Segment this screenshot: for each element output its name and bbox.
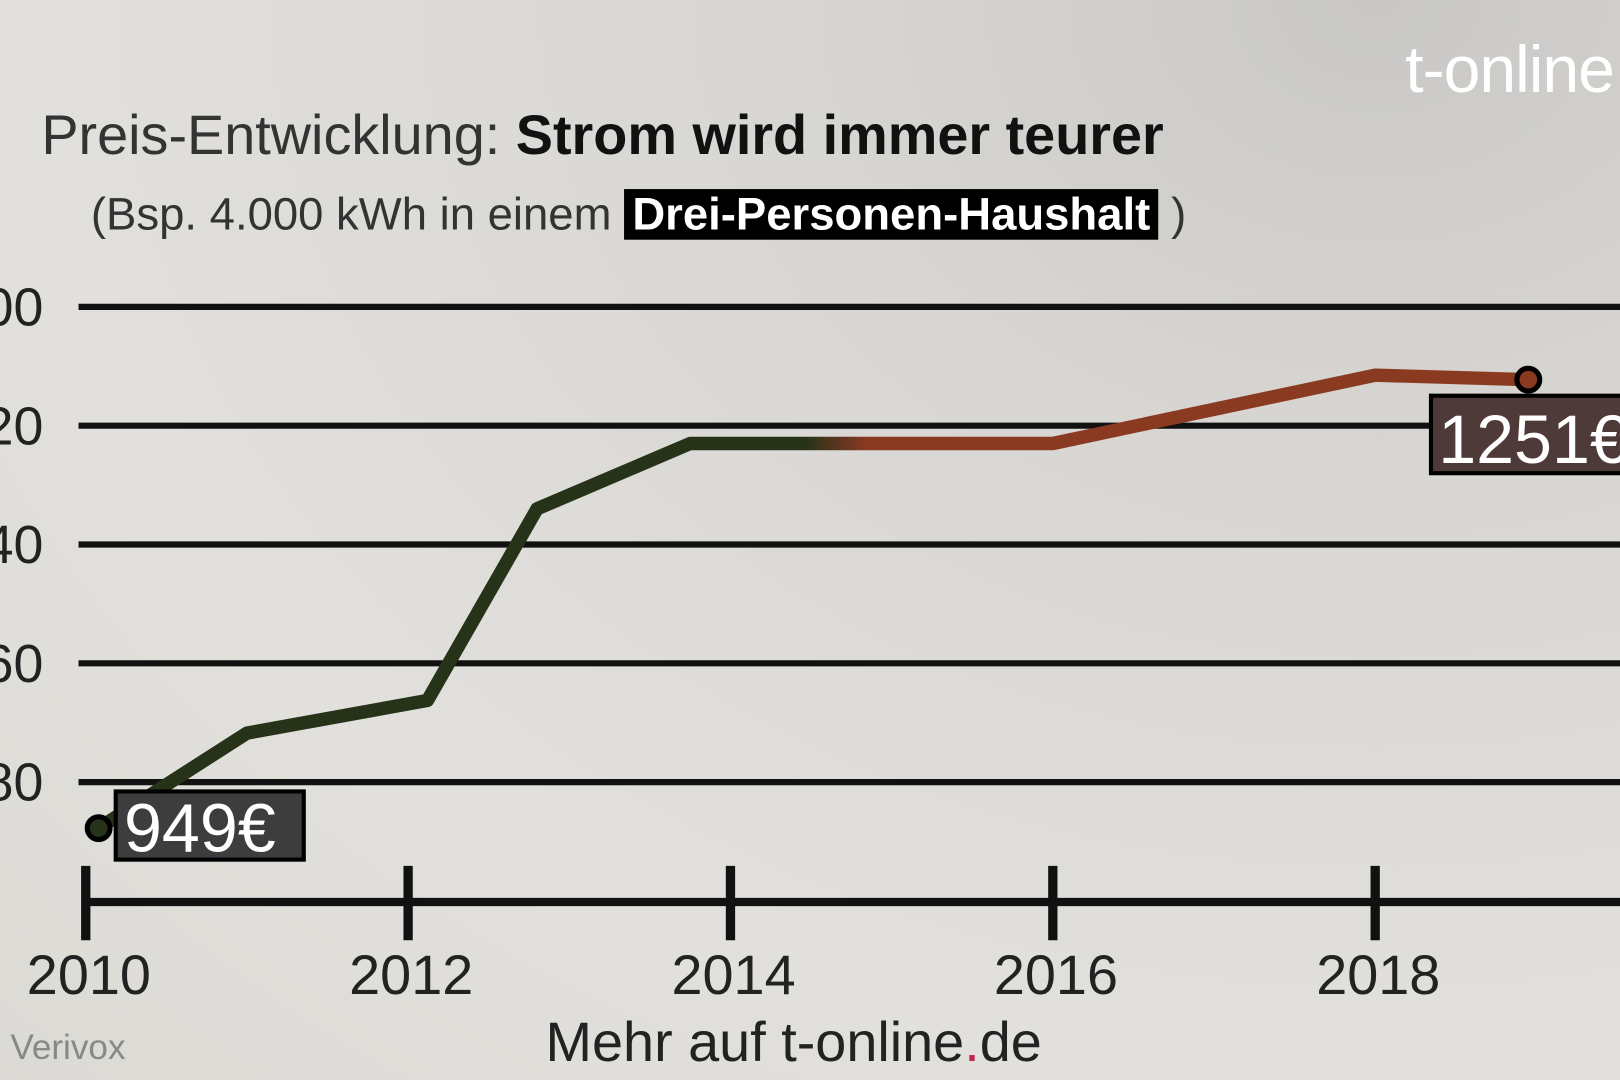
title-bold: Strom wird immer teurer bbox=[515, 104, 1164, 167]
start-point bbox=[84, 814, 113, 843]
t-online-logo: t-online bbox=[1405, 32, 1615, 107]
more-dot: . bbox=[964, 1011, 980, 1074]
more-link[interactable]: Mehr auf t-online.de bbox=[546, 1010, 1042, 1074]
subtitle-post: ) bbox=[1171, 189, 1187, 240]
y-tick-label: 980 bbox=[0, 753, 43, 813]
y-tick-label: 1140 bbox=[0, 515, 43, 575]
start-value-label: 949€ bbox=[124, 790, 276, 866]
end-point bbox=[1514, 365, 1543, 394]
y-tick-label: 1300 bbox=[0, 277, 43, 337]
chart-subtitle: (Bsp. 4.000 kWh in einem Drei-Personen-H… bbox=[91, 189, 1186, 241]
end-value-label: 1251€ bbox=[1438, 402, 1620, 478]
more-pre: Mehr auf t-online bbox=[545, 1011, 965, 1074]
subtitle-highlight: Drei-Personen-Haushalt bbox=[624, 189, 1159, 240]
more-post: de bbox=[979, 1011, 1042, 1074]
end-label-box bbox=[1428, 393, 1620, 476]
subtitle-pre: (Bsp. 4.000 kWh in einem bbox=[90, 189, 612, 240]
y-tick-label: 1060 bbox=[0, 634, 43, 694]
x-tick-label: 2016 bbox=[994, 943, 1118, 1006]
start-label-box bbox=[113, 789, 306, 862]
x-tick-label: 2012 bbox=[349, 943, 473, 1006]
x-tick-label: 2010 bbox=[27, 943, 151, 1006]
x-tick-label: 2014 bbox=[672, 943, 796, 1006]
chart-title: Preis-Entwicklung: Strom wird immer teur… bbox=[41, 103, 1163, 167]
price-line bbox=[95, 368, 1529, 834]
title-light: Preis-Entwicklung: bbox=[41, 104, 501, 167]
source-label: Verivox bbox=[10, 1028, 126, 1068]
x-tick-label: 2018 bbox=[1316, 943, 1440, 1006]
